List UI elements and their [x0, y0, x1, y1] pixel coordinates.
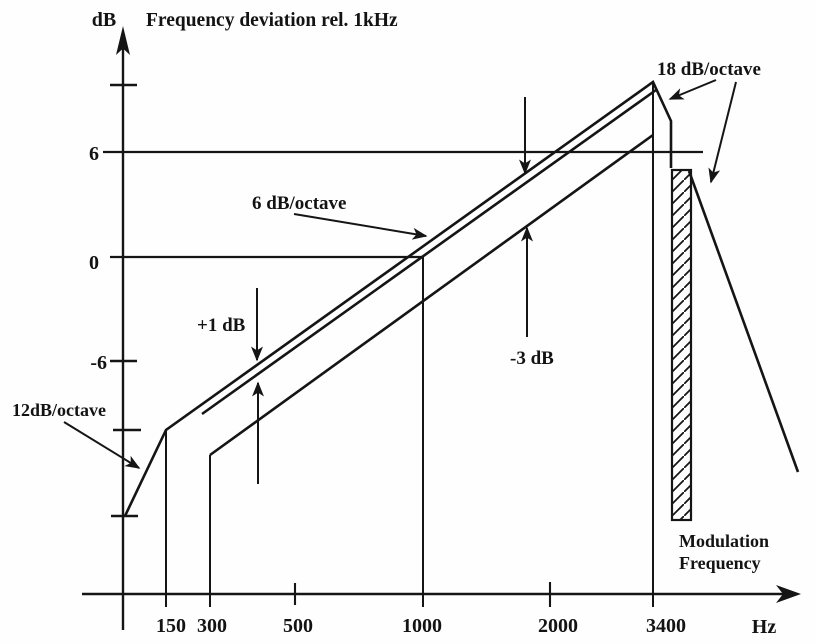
- x-axis-arrow-icon: [776, 585, 801, 603]
- frequency-verticals: [165, 83, 654, 607]
- label-6db-octave: 6 dB/octave: [252, 193, 346, 214]
- lower-limit-curve: [209, 133, 654, 457]
- label-modulation-line2: Frequency: [679, 553, 761, 573]
- y-axis-unit: dB: [92, 9, 116, 31]
- modulation-band-hatch: [670, 168, 693, 522]
- chart-title: Frequency deviation rel. 1kHz: [146, 10, 398, 31]
- x-tick-label-3400: 3400: [646, 615, 686, 637]
- x-axis: [82, 585, 801, 603]
- y-tick-label--6: -6: [90, 352, 107, 374]
- label-18db-octave: 18 dB/octave: [657, 59, 761, 80]
- x-axis-ticks: [293, 582, 552, 607]
- stopband-boundary-line: [687, 170, 800, 473]
- x-tick-label-2000: 2000: [538, 615, 578, 637]
- arrow-18db-long: [708, 81, 737, 184]
- arrow-12db-octave: [63, 421, 141, 469]
- annotation-arrows: [63, 79, 737, 484]
- x-tick-label-500: 500: [283, 615, 313, 637]
- upper-limit-curve: [123, 80, 673, 517]
- y-axis-arrow-icon: [116, 26, 130, 55]
- x-axis-unit: Hz: [752, 616, 777, 638]
- label-minus3db: -3 dB: [510, 348, 554, 369]
- y-axis-ticks: [110, 83, 141, 518]
- label-modulation-line1: Modulation: [679, 531, 769, 551]
- arrow-18db-short: [668, 79, 717, 100]
- x-tick-label-1000: 1000: [402, 615, 442, 637]
- x-tick-label-150: 150: [156, 615, 186, 637]
- x-tick-label-300: 300: [197, 615, 227, 637]
- nominal-curve: [201, 88, 657, 416]
- label-plus1db: +1 dB: [197, 315, 246, 336]
- label-12db-octave: 12dB/octave: [12, 400, 106, 420]
- y-axis: [116, 26, 130, 630]
- arrow-6db-octave: [293, 213, 428, 240]
- y-tick-label-6: 6: [89, 143, 99, 165]
- y-tick-label-0: 0: [89, 252, 99, 274]
